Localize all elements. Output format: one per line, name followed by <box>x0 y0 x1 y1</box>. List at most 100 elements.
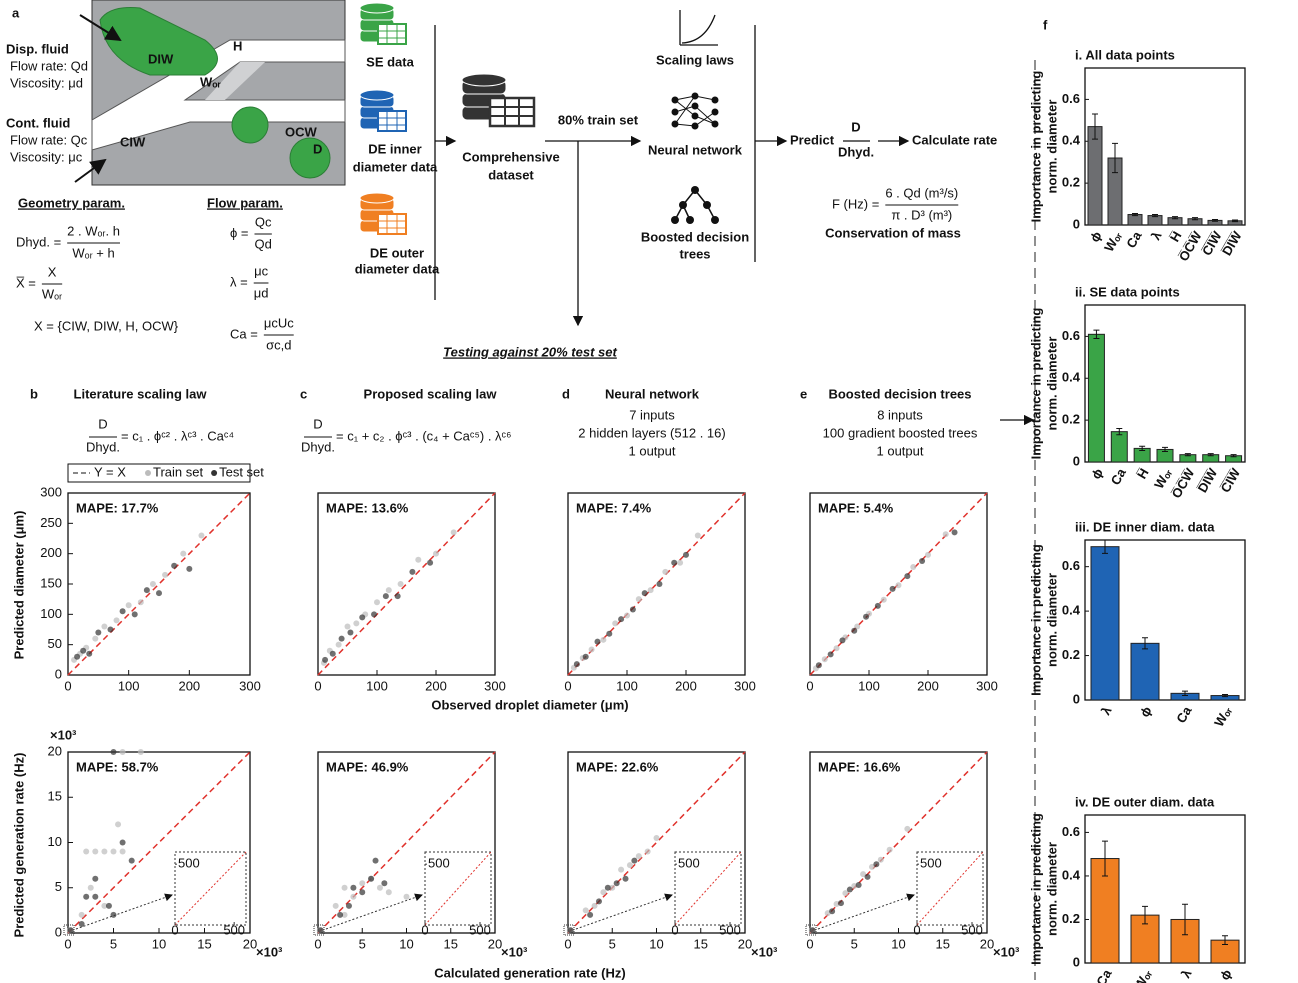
x-tick-label: Ca <box>1093 966 1115 983</box>
y-tick-label: 0 <box>1073 453 1080 468</box>
table-icon <box>378 24 406 44</box>
x-tick-label: Ca <box>1108 465 1130 488</box>
tree-node <box>686 216 694 224</box>
point <box>386 889 392 895</box>
y-tick-label: 0.2 <box>1062 412 1080 427</box>
point <box>132 611 138 617</box>
point <box>851 628 857 634</box>
x-tick-label: 15 <box>197 936 211 951</box>
label: DE inner <box>368 141 421 156</box>
point <box>368 876 374 882</box>
x-tick-label: λ <box>1178 966 1195 980</box>
point <box>359 614 365 620</box>
point <box>371 611 377 617</box>
point <box>887 847 893 853</box>
x-tick-label: 10 <box>649 936 663 951</box>
point <box>120 849 126 855</box>
equation-num: X <box>48 264 57 279</box>
section-title: Geometry param. <box>18 195 125 210</box>
point <box>337 912 343 918</box>
annotation: MAPE: 22.6% <box>576 759 659 774</box>
point <box>111 912 117 918</box>
tree-node <box>703 201 711 209</box>
x-tick-label: 15 <box>444 936 458 951</box>
y-axis-title: norm. diameter <box>1044 337 1059 431</box>
point <box>336 642 342 648</box>
point <box>642 590 648 596</box>
equation-lhs: F (Hz) = <box>832 196 879 211</box>
x-tick-label: 200 <box>178 678 200 693</box>
identity-line <box>318 493 495 675</box>
x-tick-label: 10 <box>399 936 413 951</box>
table-icon <box>378 111 406 131</box>
label: diameter data <box>355 261 440 276</box>
point <box>645 849 651 855</box>
annotation: MAPE: 46.9% <box>326 759 409 774</box>
point <box>433 551 439 557</box>
y-tick-label: 0.4 <box>1062 370 1081 385</box>
point <box>186 566 192 572</box>
y-tick-label: 200 <box>40 545 62 560</box>
db-top <box>462 74 506 86</box>
scaling-icon <box>680 10 718 45</box>
point <box>863 614 869 620</box>
dimension-label: CIW <box>120 134 146 149</box>
label: Flow rate: Qd <box>10 58 88 73</box>
point <box>120 608 126 614</box>
x-tick-label: 0 <box>314 678 321 693</box>
point <box>618 616 624 622</box>
label: = c₁ . ϕᶜ² . λᶜ³ . Caᶜ⁴ <box>121 428 234 443</box>
point <box>810 927 816 933</box>
label: Boosted decision <box>641 229 749 244</box>
point <box>404 894 410 900</box>
label: dataset <box>488 167 534 182</box>
point <box>322 657 328 663</box>
axis-title: Predicted diameter (μm) <box>11 511 26 660</box>
point <box>583 907 589 913</box>
panel-title: Proposed scaling law <box>364 386 498 401</box>
point <box>627 862 633 868</box>
x-tick-label: 300 <box>734 678 756 693</box>
x-tick-label: λ <box>1148 228 1165 242</box>
point <box>120 840 126 846</box>
section-title: Flow param. <box>207 195 283 210</box>
tree-node <box>671 216 679 224</box>
point <box>180 551 186 557</box>
dimension-label: D <box>313 141 322 156</box>
point <box>910 564 916 570</box>
y-axis-title: norm. diameter <box>1044 573 1059 667</box>
y-axis-title: Importance in predicting <box>1028 71 1043 223</box>
point <box>114 617 120 623</box>
x-tick-label: Ca <box>1173 703 1195 726</box>
equation-den: π . D³ (m³) <box>891 207 952 222</box>
point <box>865 874 871 880</box>
zoom-arrow <box>76 895 172 929</box>
x-tick-label: O̅C̅W̅ <box>1169 465 1198 501</box>
dimension-label: H <box>233 38 242 53</box>
inset-tick-label: 500 <box>428 856 450 871</box>
point <box>374 599 380 605</box>
point <box>120 749 126 755</box>
panel-label: d <box>562 386 570 401</box>
point <box>339 636 345 642</box>
point <box>856 882 862 888</box>
x-tick-label: 15 <box>936 936 950 951</box>
point <box>342 885 348 891</box>
panel-label: e <box>800 386 807 401</box>
dimension-label: OCW <box>285 124 318 139</box>
x-tick-label: 100 <box>858 678 880 693</box>
x-tick-label: 0 <box>564 678 571 693</box>
point <box>92 849 98 855</box>
x-tick-label: 0 <box>314 936 321 951</box>
x-tick-label: 15 <box>694 936 708 951</box>
bar <box>1131 643 1159 700</box>
point <box>359 889 365 895</box>
point <box>592 903 598 909</box>
bar <box>1091 547 1119 700</box>
point <box>878 857 884 863</box>
point <box>373 858 379 864</box>
x-tick-label: 0 <box>64 936 71 951</box>
x-tick-label: ϕ <box>1088 466 1106 482</box>
y-tick-label: 300 <box>40 484 62 499</box>
label: Cont. fluid <box>6 115 70 130</box>
